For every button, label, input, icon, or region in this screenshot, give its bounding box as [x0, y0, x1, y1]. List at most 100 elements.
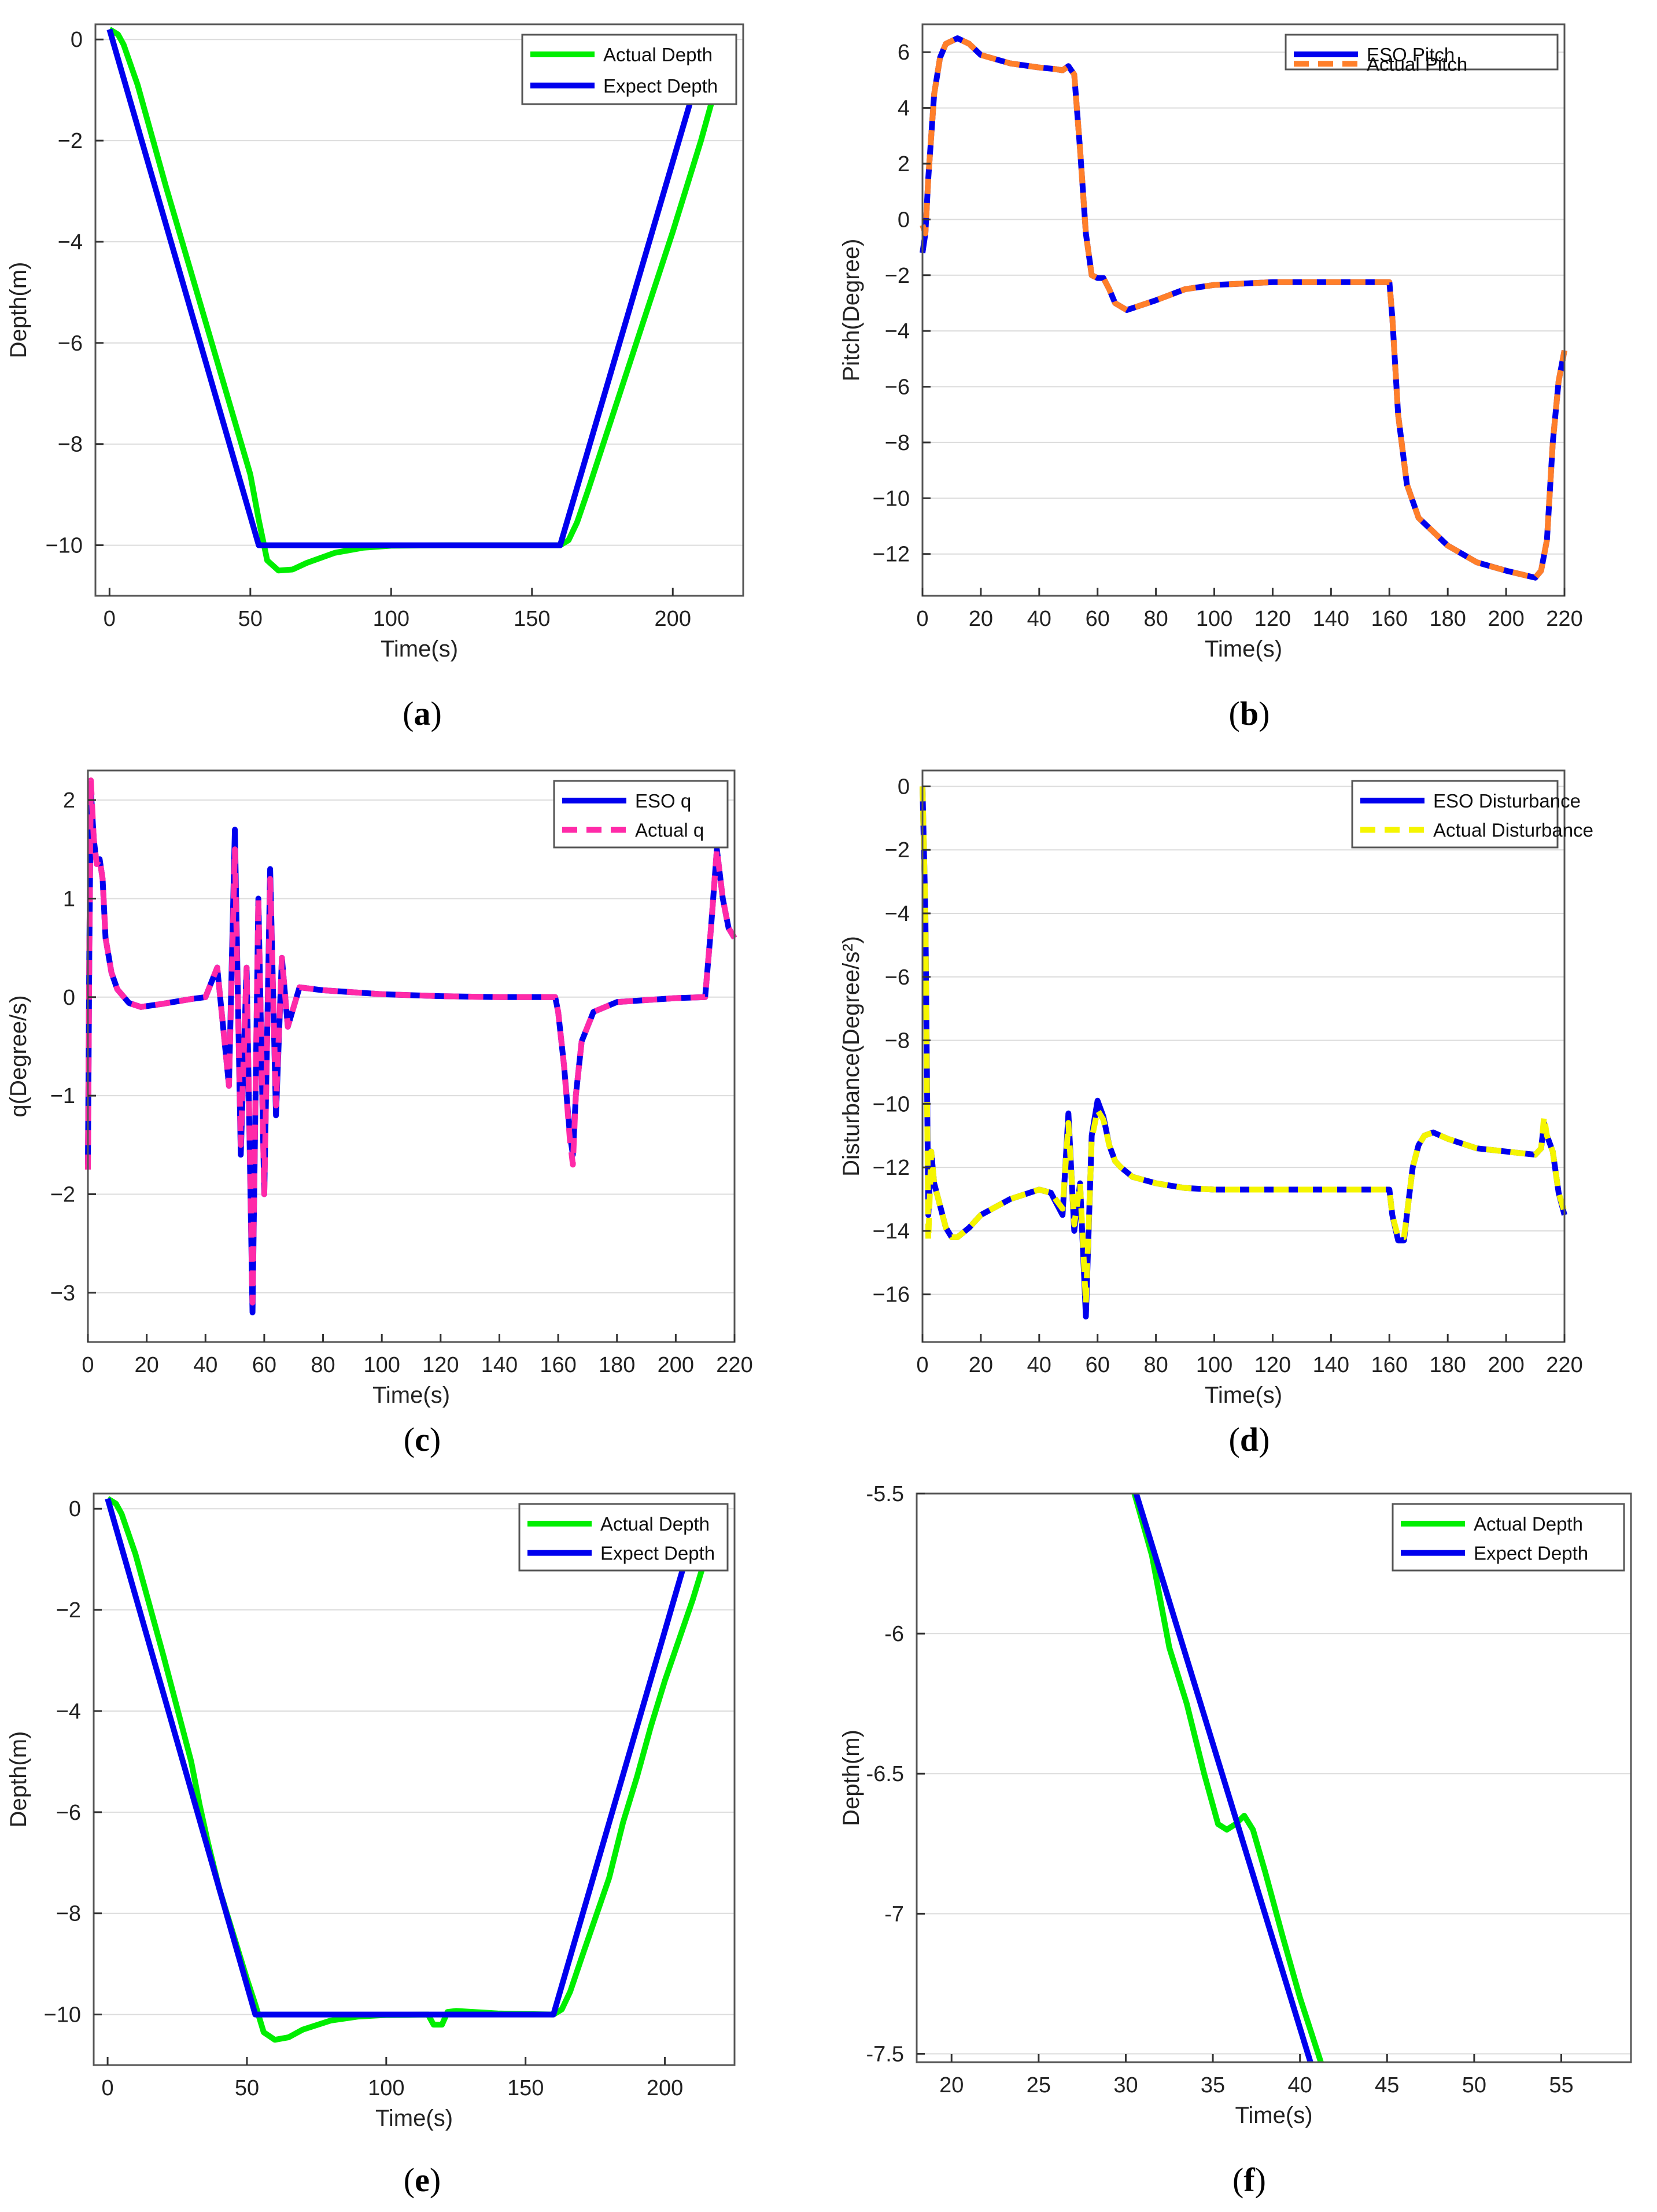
y-tick-label: −8: [56, 1902, 81, 1926]
y-tick-label: 2: [63, 788, 75, 813]
y-tick-label: −6: [885, 965, 910, 990]
caption-f: (f): [1232, 2161, 1266, 2199]
legend-box: [518, 1503, 729, 1572]
legend-label: Actual Pitch: [1367, 53, 1467, 75]
caption-a: (a): [403, 695, 442, 732]
plot-area: [922, 770, 1564, 1342]
plot-area: [94, 1494, 735, 2065]
legend-box: [1392, 1503, 1625, 1572]
legend-label: ESO q: [635, 790, 691, 812]
y-tick-label: −10: [46, 534, 83, 558]
chart-panel-c: 0 20 40 60 80 100 120 140 160 180 200 220 2 1 0 −1 −2 −3 T…: [6, 769, 753, 1408]
y-tick-label: 0: [898, 775, 910, 799]
y-tick-label: −2: [50, 1182, 75, 1207]
y-tick-label: −4: [56, 1699, 81, 1724]
y-tick-label: −2: [885, 264, 910, 288]
x-tick-label: 100: [1196, 1353, 1232, 1377]
y-axis-label: Depth(m): [6, 262, 31, 359]
plot-area: [88, 770, 735, 1342]
axes-frame: [921, 769, 1566, 1343]
x-tick-label: 120: [1254, 607, 1291, 631]
x-tick-label: 220: [1546, 607, 1582, 631]
y-tick-label: 0: [898, 208, 910, 232]
x-tick-label: 120: [422, 1353, 459, 1377]
x-tick-label: 60: [1086, 1353, 1110, 1377]
y-tick-label: −1: [50, 1084, 75, 1108]
x-tick-label: 200: [1488, 607, 1524, 631]
x-tick-label: 160: [1371, 1353, 1408, 1377]
legend-label: Expect Depth: [600, 1543, 715, 1564]
x-tick-label: 40: [1027, 1353, 1051, 1377]
x-tick-label: 200: [1488, 1353, 1524, 1377]
chart-panel-b: 0 20 40 60 80 100 120 140 160 180 200 2206420−2−4−6…: [839, 23, 1583, 662]
y-tick-label: -7: [884, 1902, 904, 1926]
x-tick-label: 20: [134, 1353, 158, 1377]
chart-panel-d: 0 20 40 60 80 100 120 140 160 180 200 220 0 −2 −4 −6 −8 −…: [839, 769, 1593, 1408]
axes-frame: [94, 23, 744, 597]
x-tick-label: 30: [1113, 2073, 1138, 2097]
axes-frame: [93, 1492, 736, 2066]
chart-panel-a: 0 50 100 150 200 0 −2 −4 −6 −8 −10 Time(s) Depth(m) A…: [6, 23, 744, 662]
y-tick-label: −6: [58, 331, 83, 356]
series-line-actual-disturbance: [920, 786, 1567, 1307]
x-tick-label: 55: [1549, 2073, 1573, 2097]
y-tick-label: −6: [56, 1801, 81, 1825]
x-tick-label: 50: [238, 607, 263, 631]
series-line-actual-depth: [108, 27, 732, 574]
chart-panel-e: 0 50 100 150 200 0 −2 −4 −6 −8 −10 Time(s) Depth(m) A…: [6, 1492, 736, 2131]
y-tick-label: −8: [885, 431, 910, 455]
x-tick-label: 180: [599, 1353, 635, 1377]
x-tick-label: 100: [363, 1353, 400, 1377]
x-tick-label: 0: [916, 607, 928, 631]
x-tick-label: 200: [647, 2076, 683, 2100]
x-tick-label: 50: [235, 2076, 259, 2100]
legend-box: [521, 34, 737, 105]
y-tick-label: -6.5: [866, 1762, 904, 1786]
x-tick-label: 40: [193, 1353, 217, 1377]
x-tick-label: 20: [969, 1353, 993, 1377]
x-tick-label: 20: [969, 607, 993, 631]
y-tick-label: −16: [873, 1283, 910, 1307]
x-tick-label: 200: [658, 1353, 694, 1377]
axes-frame: [87, 769, 736, 1343]
legend-label: Actual Depth: [600, 1513, 710, 1535]
x-tick-label: 150: [514, 607, 550, 631]
x-tick-label: 140: [481, 1353, 518, 1377]
x-tick-label: 0: [104, 607, 116, 631]
x-tick-label: 160: [540, 1353, 576, 1377]
x-axis-label: Time(s): [375, 2106, 453, 2131]
y-tick-label: −14: [873, 1219, 910, 1244]
x-tick-label: 80: [311, 1353, 335, 1377]
x-axis-label: Time(s): [381, 636, 458, 662]
y-axis-label: Depth(m): [839, 1730, 864, 1826]
y-tick-label: −10: [873, 486, 910, 511]
y-tick-label: 2: [898, 152, 910, 176]
caption-d: (d): [1228, 1421, 1270, 1458]
legend-label: Expect Depth: [603, 75, 718, 97]
x-tick-label: 35: [1201, 2073, 1225, 2097]
caption-b: (b): [1228, 695, 1270, 732]
y-axis-label: q(Degree/s): [6, 995, 31, 1117]
y-tick-label: -5.5: [866, 1482, 904, 1506]
y-tick-label: 6: [898, 40, 910, 65]
x-tick-label: 20: [939, 2073, 964, 2097]
x-tick-label: 0: [916, 1353, 928, 1377]
x-tick-label: 60: [252, 1353, 276, 1377]
legend-box: [553, 780, 729, 849]
x-tick-label: 50: [1462, 2073, 1486, 2097]
y-tick-label: 0: [69, 1497, 81, 1521]
series-line-actual-depth: [1131, 1492, 1324, 2063]
legend-label: Actual Depth: [603, 44, 713, 65]
x-tick-label: 0: [82, 1353, 94, 1377]
x-tick-label: 80: [1143, 1353, 1168, 1377]
y-tick-label: −8: [58, 433, 83, 457]
y-tick-label: 0: [63, 986, 75, 1010]
x-tick-label: 180: [1429, 1353, 1466, 1377]
caption-e: (e): [403, 2161, 441, 2199]
plot-area: [922, 24, 1564, 596]
y-tick-label: −2: [58, 129, 83, 153]
x-tick-label: 220: [1546, 1353, 1582, 1377]
y-tick-label: −6: [885, 375, 910, 400]
x-tick-label: 100: [1196, 607, 1232, 631]
y-tick-label: -7.5: [866, 2042, 904, 2066]
